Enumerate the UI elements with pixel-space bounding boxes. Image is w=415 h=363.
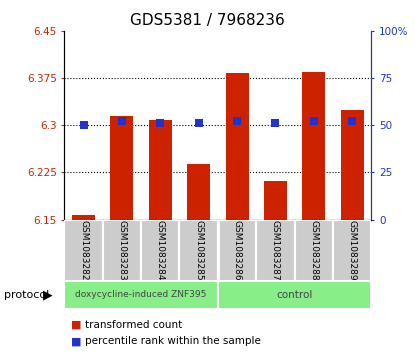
Point bbox=[119, 119, 125, 125]
Bar bbox=[226, 73, 249, 220]
Point bbox=[157, 121, 164, 126]
Bar bbox=[149, 120, 172, 220]
Text: GSM1083283: GSM1083283 bbox=[117, 220, 127, 281]
Bar bbox=[303, 72, 325, 220]
Point bbox=[234, 119, 240, 125]
Bar bbox=[103, 220, 141, 281]
Point bbox=[272, 121, 279, 126]
Text: control: control bbox=[276, 290, 313, 300]
Text: protocol: protocol bbox=[4, 290, 49, 300]
Text: transformed count: transformed count bbox=[85, 320, 182, 330]
Text: GSM1083289: GSM1083289 bbox=[348, 220, 357, 281]
Bar bbox=[110, 116, 134, 220]
Bar bbox=[64, 220, 103, 281]
Text: GDS5381 / 7968236: GDS5381 / 7968236 bbox=[130, 13, 285, 28]
Text: GSM1083287: GSM1083287 bbox=[271, 220, 280, 281]
Bar bbox=[64, 281, 218, 309]
Text: ▶: ▶ bbox=[43, 289, 53, 301]
Bar bbox=[341, 110, 364, 220]
Text: percentile rank within the sample: percentile rank within the sample bbox=[85, 336, 261, 346]
Point bbox=[195, 121, 202, 126]
Text: GSM1083288: GSM1083288 bbox=[309, 220, 318, 281]
Text: GSM1083284: GSM1083284 bbox=[156, 220, 165, 281]
Bar bbox=[264, 181, 287, 220]
Bar bbox=[256, 220, 295, 281]
Bar bbox=[72, 215, 95, 220]
Bar bbox=[180, 220, 218, 281]
Bar bbox=[141, 220, 180, 281]
Bar bbox=[333, 220, 371, 281]
Text: ■: ■ bbox=[71, 336, 81, 346]
Text: GSM1083282: GSM1083282 bbox=[79, 220, 88, 281]
Bar bbox=[218, 220, 256, 281]
Text: doxycycline-induced ZNF395: doxycycline-induced ZNF395 bbox=[76, 290, 207, 299]
Point bbox=[80, 122, 87, 128]
Text: GSM1083285: GSM1083285 bbox=[194, 220, 203, 281]
Text: GSM1083286: GSM1083286 bbox=[232, 220, 242, 281]
Bar bbox=[218, 281, 371, 309]
Bar bbox=[295, 220, 333, 281]
Point bbox=[310, 119, 317, 125]
Text: ■: ■ bbox=[71, 320, 81, 330]
Bar bbox=[187, 164, 210, 220]
Point bbox=[349, 119, 356, 125]
